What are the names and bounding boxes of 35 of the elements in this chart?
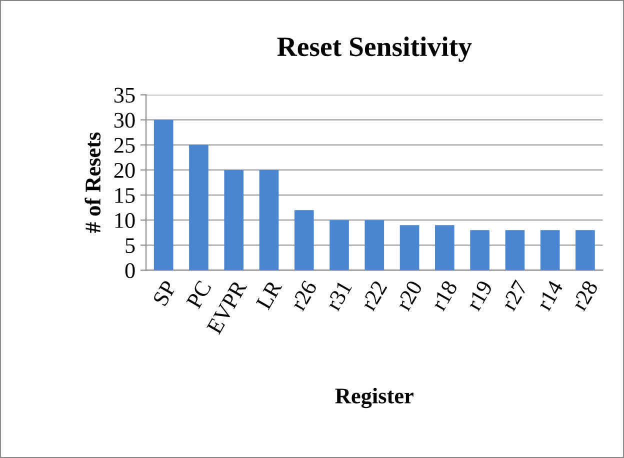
x-tick-label: LR bbox=[256, 279, 282, 310]
bar bbox=[505, 230, 525, 270]
bar bbox=[576, 230, 595, 270]
x-tick-label: r26 bbox=[290, 279, 318, 312]
bar bbox=[435, 225, 454, 270]
x-tick-label: r28 bbox=[571, 280, 598, 312]
y-tick-label: 15 bbox=[115, 188, 135, 203]
x-tick-label: r31 bbox=[325, 280, 352, 312]
bar bbox=[224, 170, 244, 270]
bar bbox=[540, 230, 560, 270]
bar bbox=[400, 225, 420, 270]
chart-title: Reset Sensitivity bbox=[277, 36, 472, 62]
y-axis-title: # of Resets bbox=[84, 132, 101, 233]
y-tick-label: 0 bbox=[125, 263, 135, 278]
x-tick-label: r14 bbox=[536, 279, 564, 312]
x-tick-label: r22 bbox=[360, 280, 388, 312]
y-tick-label: 20 bbox=[114, 162, 135, 178]
x-axis-title: Register bbox=[335, 388, 414, 408]
x-tick-label: r19 bbox=[466, 280, 493, 312]
y-tick-label: 30 bbox=[114, 112, 135, 128]
bar bbox=[154, 120, 174, 270]
y-tick-label: 25 bbox=[114, 138, 135, 153]
x-tick-label: r27 bbox=[500, 279, 528, 312]
x-tick-label: r20 bbox=[396, 280, 423, 312]
y-tick-label: 10 bbox=[115, 213, 135, 228]
bar bbox=[470, 230, 490, 270]
bar bbox=[189, 144, 208, 270]
x-tick-label: r18 bbox=[430, 280, 458, 312]
y-tick-label: 35 bbox=[114, 88, 135, 103]
bar bbox=[364, 220, 384, 270]
x-tick-label: SP bbox=[152, 280, 177, 306]
bar bbox=[294, 210, 314, 270]
y-tick-label: 5 bbox=[126, 238, 135, 254]
bar bbox=[259, 170, 279, 270]
bar bbox=[330, 220, 349, 270]
